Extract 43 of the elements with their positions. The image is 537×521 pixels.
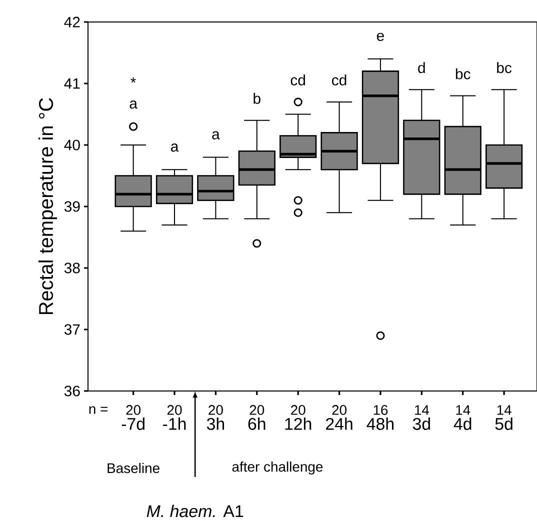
annotation: e <box>376 32 384 41</box>
text: 14 <box>456 405 470 415</box>
x-tick-label: 5d <box>495 418 512 430</box>
text: Baseline <box>108 462 160 474</box>
annotation: cd <box>290 74 306 86</box>
text: M. haem. A1 <box>146 504 244 518</box>
annotation: bc <box>497 62 512 74</box>
text: 20 <box>167 405 182 415</box>
annotation: * <box>130 77 136 83</box>
text: n = <box>89 406 108 414</box>
annotation: bc <box>456 68 470 80</box>
x-tick-label: 6h <box>248 418 266 430</box>
y-axis-title: Rectal temperature in °C <box>38 98 58 314</box>
annotation: cd <box>332 74 346 86</box>
text: 16 <box>374 405 388 415</box>
x-tick-label: 3h <box>206 418 224 430</box>
y-tick-label: 41 <box>64 78 80 89</box>
annotation: b <box>254 92 260 104</box>
text: 20 <box>126 405 141 415</box>
y-tick-label: 38 <box>64 262 80 274</box>
text: 14 <box>414 405 430 415</box>
text: 20 <box>332 405 346 415</box>
text: after challenge <box>232 462 323 474</box>
x-tick-label: -7d <box>122 418 144 430</box>
x-tick-label: 24h <box>326 418 352 430</box>
y-tick-label: 36 <box>64 386 80 396</box>
x-tick-label: 12h <box>285 418 312 430</box>
text: 20 <box>250 405 264 415</box>
annotation: a <box>212 131 220 140</box>
text: 20 <box>208 405 223 415</box>
annotation: a <box>170 144 179 152</box>
text: 14 <box>497 405 512 415</box>
x-tick-label: -1h <box>163 418 186 430</box>
x-tick-label: 4d <box>454 418 472 430</box>
x-tick-label: 48h <box>366 418 394 430</box>
y-tick-label: 40 <box>64 140 80 150</box>
y-tick-label: 37 <box>64 324 80 335</box>
y-tick-label: 39 <box>64 201 80 212</box>
text: 20 <box>291 405 306 415</box>
x-tick-label: 3d <box>412 418 430 430</box>
y-tick-label: 42 <box>64 16 80 28</box>
annotation: d <box>418 62 425 74</box>
annotation: a <box>130 100 138 109</box>
